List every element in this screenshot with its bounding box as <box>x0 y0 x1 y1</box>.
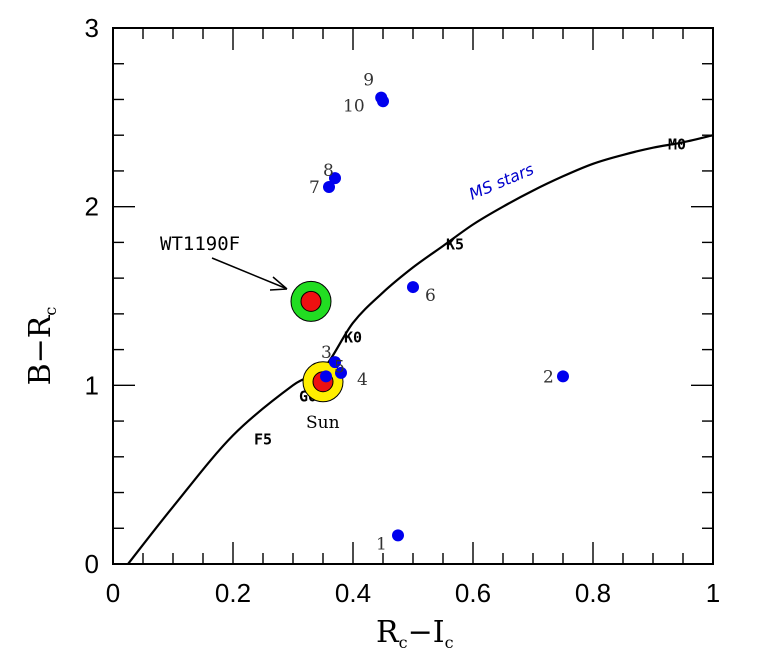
x-tick-label: 0.6 <box>455 578 491 608</box>
ms-stars-curve <box>127 134 714 565</box>
special-objects <box>290 280 344 403</box>
point-labels: 1 2 3 45 6 78 9 10 <box>309 71 554 555</box>
data-point <box>407 281 419 294</box>
point-label: 5 <box>334 357 345 377</box>
y-tick-label: 2 <box>85 192 99 222</box>
spectral-type-label: F5 <box>254 430 272 448</box>
x-axis-title: Rc−Ic <box>376 615 454 652</box>
x-tick-label: 0 <box>106 578 120 608</box>
spectral-type-label: K0 <box>344 328 362 346</box>
data-point <box>557 370 569 383</box>
point-label: 6 <box>425 286 436 306</box>
sun-label: Sun <box>306 413 340 433</box>
wt1190f-annotation: WT1190F <box>160 233 288 291</box>
x-axis-title-dash: −I <box>408 615 445 650</box>
data-point <box>377 95 389 108</box>
x-tick-label: 0.2 <box>215 578 251 608</box>
x-tick-label: 0.8 <box>575 578 611 608</box>
point-label: 4 <box>357 370 368 390</box>
data-point <box>329 172 341 185</box>
data-point <box>320 370 332 383</box>
point-label: 7 <box>309 178 320 198</box>
point-label: 8 <box>323 161 334 181</box>
y-tick-label: 1 <box>85 370 99 400</box>
x-tick-label: 1 <box>706 578 720 608</box>
wt1190f-arrow <box>211 257 286 289</box>
wt1190f-arrowhead <box>269 276 288 291</box>
y-axis-title: B−Rc <box>23 307 60 386</box>
data-point <box>392 529 404 542</box>
y-axis-title-main: B−R <box>23 314 58 385</box>
y-axis-title-sub: c <box>41 307 60 316</box>
data-point <box>335 366 347 379</box>
x-tick-label: 0.4 <box>335 578 371 608</box>
plot-frame <box>112 27 714 565</box>
data-point <box>329 356 341 369</box>
spectral-type-label: K5 <box>446 236 464 254</box>
x-axis-title-sub2: c <box>445 633 454 652</box>
x-axis-title-main: R <box>376 615 400 650</box>
point-label: 9 <box>363 71 374 91</box>
ms-stars-label: MS stars <box>466 159 536 203</box>
data-points <box>320 91 569 542</box>
point-label: 3 <box>321 343 332 363</box>
y-tick-label: 0 <box>85 549 99 579</box>
wt1190f-label: WT1190F <box>160 233 240 255</box>
plot-border <box>112 27 714 565</box>
y-tick-label: 3 <box>85 13 99 43</box>
point-label: 1 <box>376 534 387 554</box>
axis-ticks <box>112 27 714 565</box>
data-point <box>323 181 335 194</box>
spectral-type-label: M0 <box>668 135 686 153</box>
x-axis-title-sub1: c <box>399 633 408 652</box>
point-label: 10 <box>343 96 365 116</box>
point-label: 2 <box>543 367 554 387</box>
object-core <box>300 290 322 312</box>
